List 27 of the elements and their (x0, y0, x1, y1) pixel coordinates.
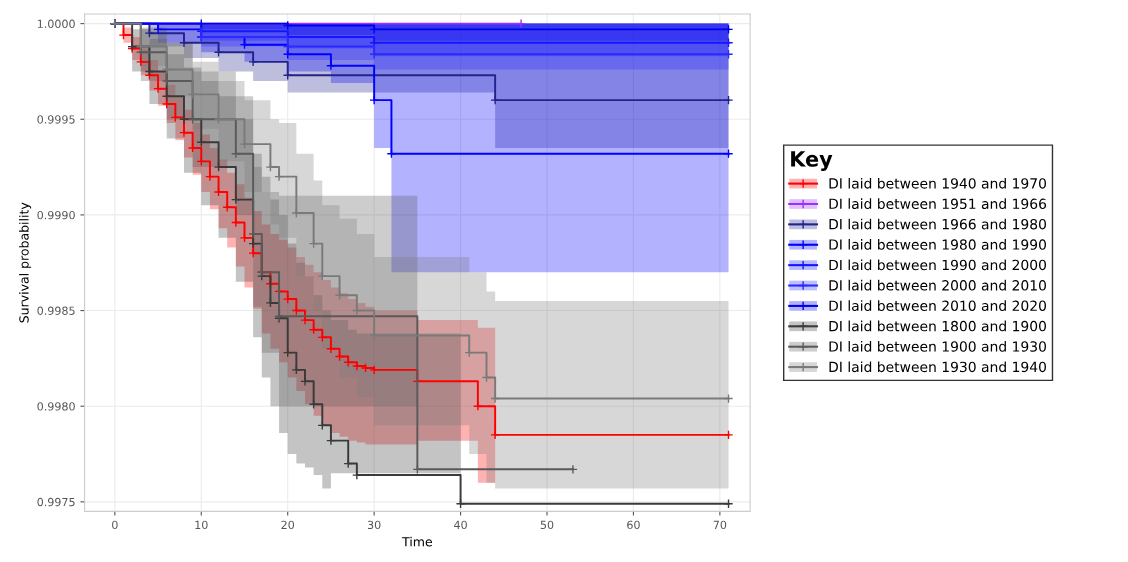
legend-title: Key (791, 151, 833, 171)
legend-label: DI laid between 1800 and 1900 (829, 320, 1046, 332)
x-tick-label: 40 (454, 520, 467, 530)
x-tick-label: 10 (195, 520, 208, 530)
y-tick-label: 0.9990 (37, 210, 75, 220)
legend-label: DI laid between 2000 and 2010 (829, 279, 1046, 291)
y-tick-label: 0.9995 (37, 115, 75, 124)
legend-label: DI laid between 1930 and 1940 (829, 361, 1046, 373)
legend-label: DI laid between 1900 and 1930 (829, 341, 1046, 352)
legend-label: DI laid between 1990 and 2000 (829, 259, 1046, 271)
legend-label: DI laid between 1940 and 1970 (829, 177, 1046, 189)
x-tick-label: 50 (540, 520, 554, 530)
y-tick-label: 0.9975 (37, 497, 75, 507)
x-tick-label: 20 (281, 520, 295, 530)
y-tick-label: 0.9980 (37, 402, 75, 411)
y-tick-label: 1.0000 (37, 19, 75, 28)
x-tick-label: 60 (627, 520, 640, 530)
y-axis-title: Survival probability (19, 202, 32, 323)
x-tick-label: 30 (367, 520, 381, 530)
x-tick-label: 0 (112, 520, 118, 530)
x-tick-label: 70 (713, 520, 727, 530)
y-tick-label: 0.9985 (37, 306, 75, 315)
legend-label: DI laid between 1951 and 1966 (829, 198, 1047, 210)
legend-label: DI laid between 1980 and 1990 (829, 239, 1046, 250)
legend-label: DI laid between 1966 and 1980 (829, 218, 1046, 230)
x-axis-title: Time (402, 536, 432, 547)
legend-label: DI laid between 2010 and 2020 (829, 300, 1046, 311)
